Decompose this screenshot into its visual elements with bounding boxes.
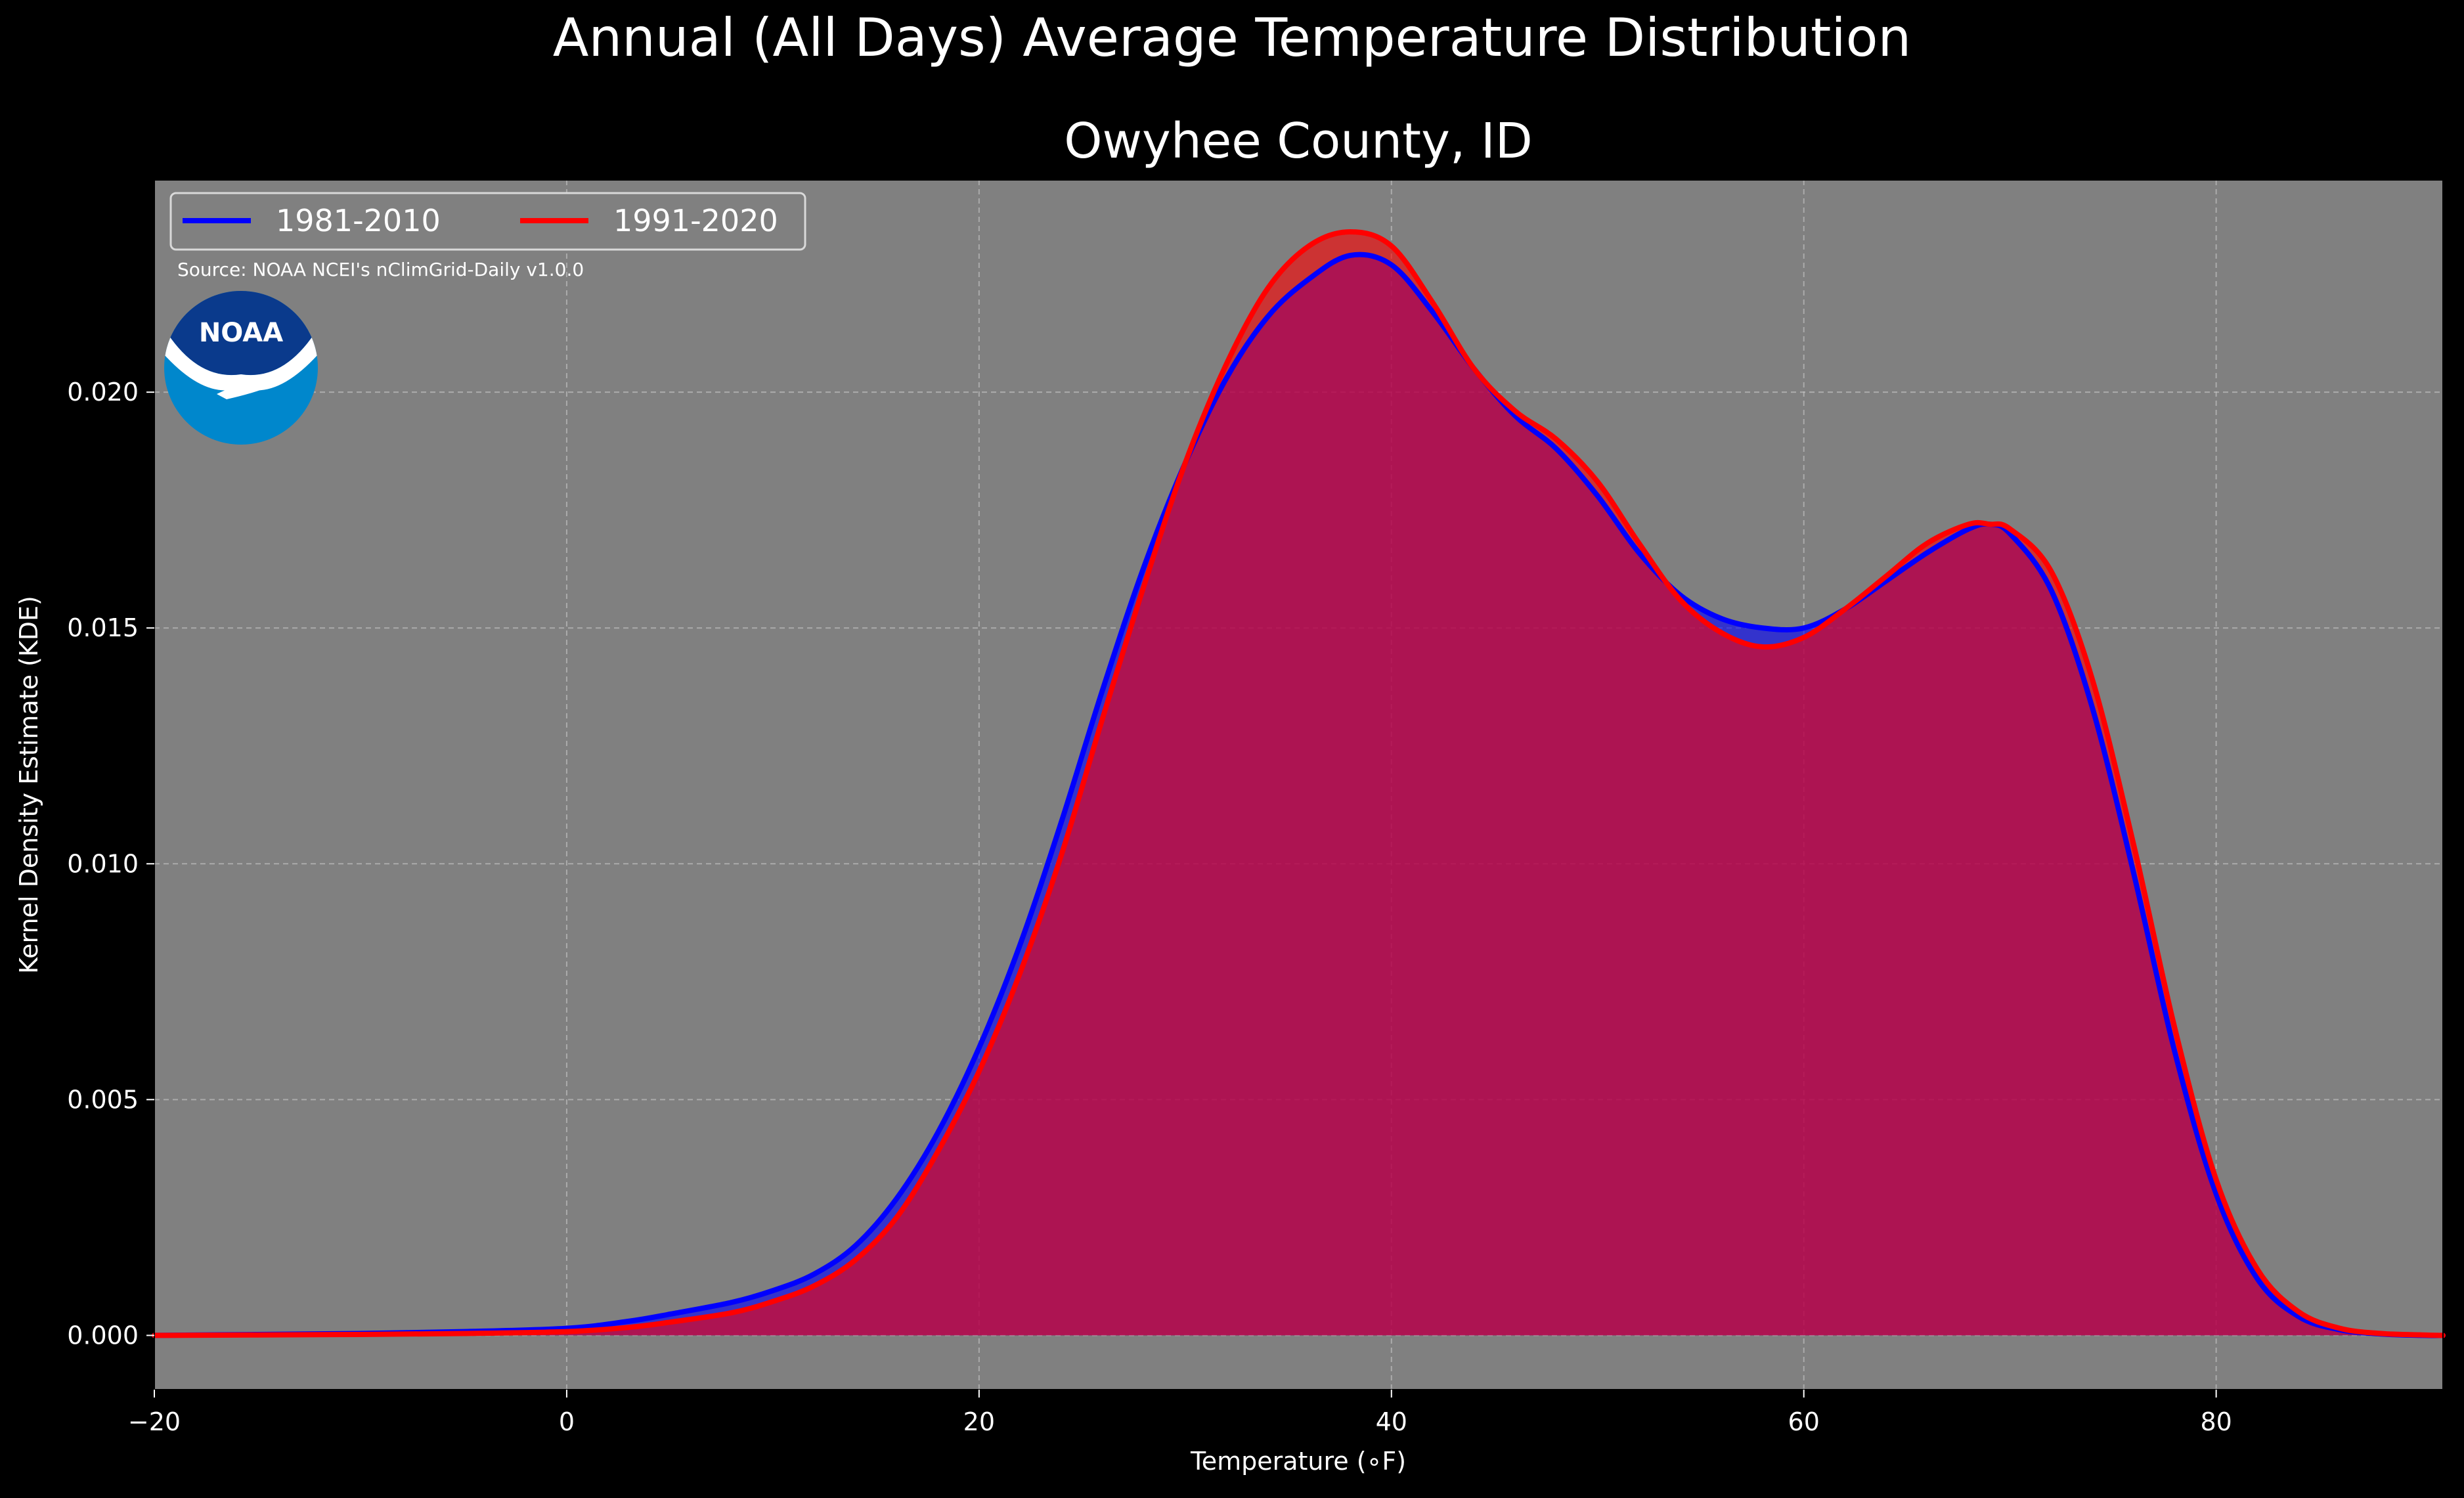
plot-title: Owyhee County, ID: [1064, 113, 1532, 169]
y-axis-ticks: 0.000 0.005 0.010 0.015 0.020: [67, 378, 154, 1350]
x-axis-label: Temperature (∘F): [1190, 1447, 1406, 1476]
x-tick-label: 60: [1788, 1407, 1820, 1436]
y-tick-label: 0.010: [67, 849, 139, 878]
area-1991-2020: [154, 231, 2443, 1336]
x-tick-label: 20: [963, 1407, 995, 1436]
area-layer: [154, 231, 2443, 1336]
y-tick-label: 0.015: [67, 613, 139, 642]
y-axis-label: Kernel Density Estimate (KDE): [14, 596, 43, 974]
legend-box: [169, 192, 806, 251]
y-tick-label: 0.005: [67, 1085, 139, 1114]
x-axis-ticks: −20 0 20 40 60 80: [128, 1390, 2232, 1436]
noaa-logo-text: NOAA: [199, 318, 283, 348]
x-tick-label: 40: [1376, 1407, 1407, 1436]
x-tick-label: 80: [2200, 1407, 2232, 1436]
legend: 1981-2010 1991-2020: [169, 192, 806, 251]
y-tick-label: 0.020: [67, 378, 139, 407]
legend-label-1991-2020: 1991-2020: [613, 203, 778, 238]
line-1981-2010: [152, 252, 2446, 1338]
legend-label-1981-2010: 1981-2010: [276, 203, 441, 238]
plot-frame: [154, 179, 2444, 1390]
source-note: Source: NOAA NCEI's nClimGrid-Daily v1.0…: [177, 259, 584, 280]
x-tick-label: 0: [559, 1407, 575, 1436]
x-tick-label: −20: [128, 1407, 181, 1436]
line-1991-2020: [152, 229, 2446, 1338]
figure-suptitle: Annual (All Days) Average Temperature Di…: [553, 7, 1911, 68]
line-layer: [152, 229, 2446, 1338]
y-tick-label: 0.000: [67, 1321, 139, 1350]
